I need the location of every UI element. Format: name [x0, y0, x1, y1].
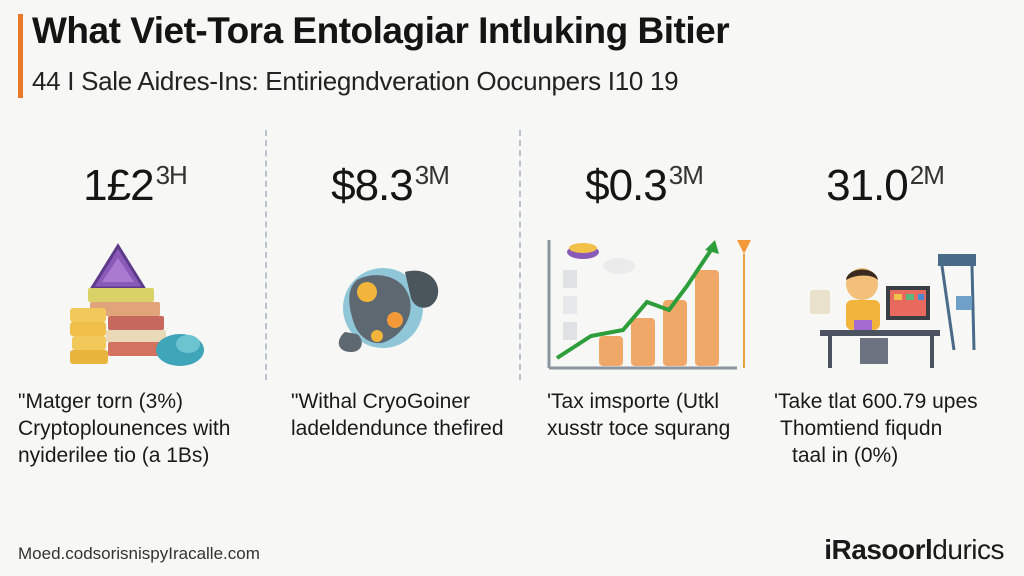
stat-value: $0.33M [585, 160, 704, 210]
brand-logo: iRasoorldurics [824, 534, 1004, 565]
stat-value: 31.02M [826, 160, 945, 210]
page-subtitle: 44 I Sale Aidres-Ins: Entiriegndveration… [32, 66, 679, 96]
books-and-triangle-icon [70, 243, 204, 366]
stat-caption: 'Tax imsporte (Utkl xusstr toce squrang [547, 390, 731, 440]
stat-column-1: 1£23H "Matger torn (3%) Cryptoplounences… [10, 150, 260, 480]
stat-caption: 'Take tlat 600.79 upes Thomtiend fiqudn … [774, 390, 978, 467]
stat-caption: "Withal CryoGoiner ladeldendunce thefire… [291, 390, 504, 440]
accent-bar [18, 14, 23, 98]
growth-chart-coins-icon [547, 240, 751, 370]
column-divider [265, 130, 267, 380]
person-at-desk-icon [810, 254, 976, 368]
source-credit: Moed.codsorisnispyIracalle.com [18, 544, 260, 563]
globe-splash-icon [338, 268, 439, 352]
column-divider [519, 130, 521, 380]
stat-value: $8.33M [331, 160, 450, 210]
stat-value: 1£23H [83, 160, 188, 210]
stat-column-3: $0.33M 'Tax imsporte (Utkl xusstr toce s… [519, 150, 769, 480]
stat-column-4: 31.02M 'Take tlat 600.79 upes Thomtiend … [760, 150, 1010, 480]
stat-caption: "Matger torn (3%) Cryptoplounences with … [18, 390, 231, 467]
stat-column-2: $8.33M "Withal CryoGoiner ladeldendunce … [265, 150, 515, 480]
page-title: What Viet-Tora Entolagiar Intluking Biti… [32, 10, 730, 51]
